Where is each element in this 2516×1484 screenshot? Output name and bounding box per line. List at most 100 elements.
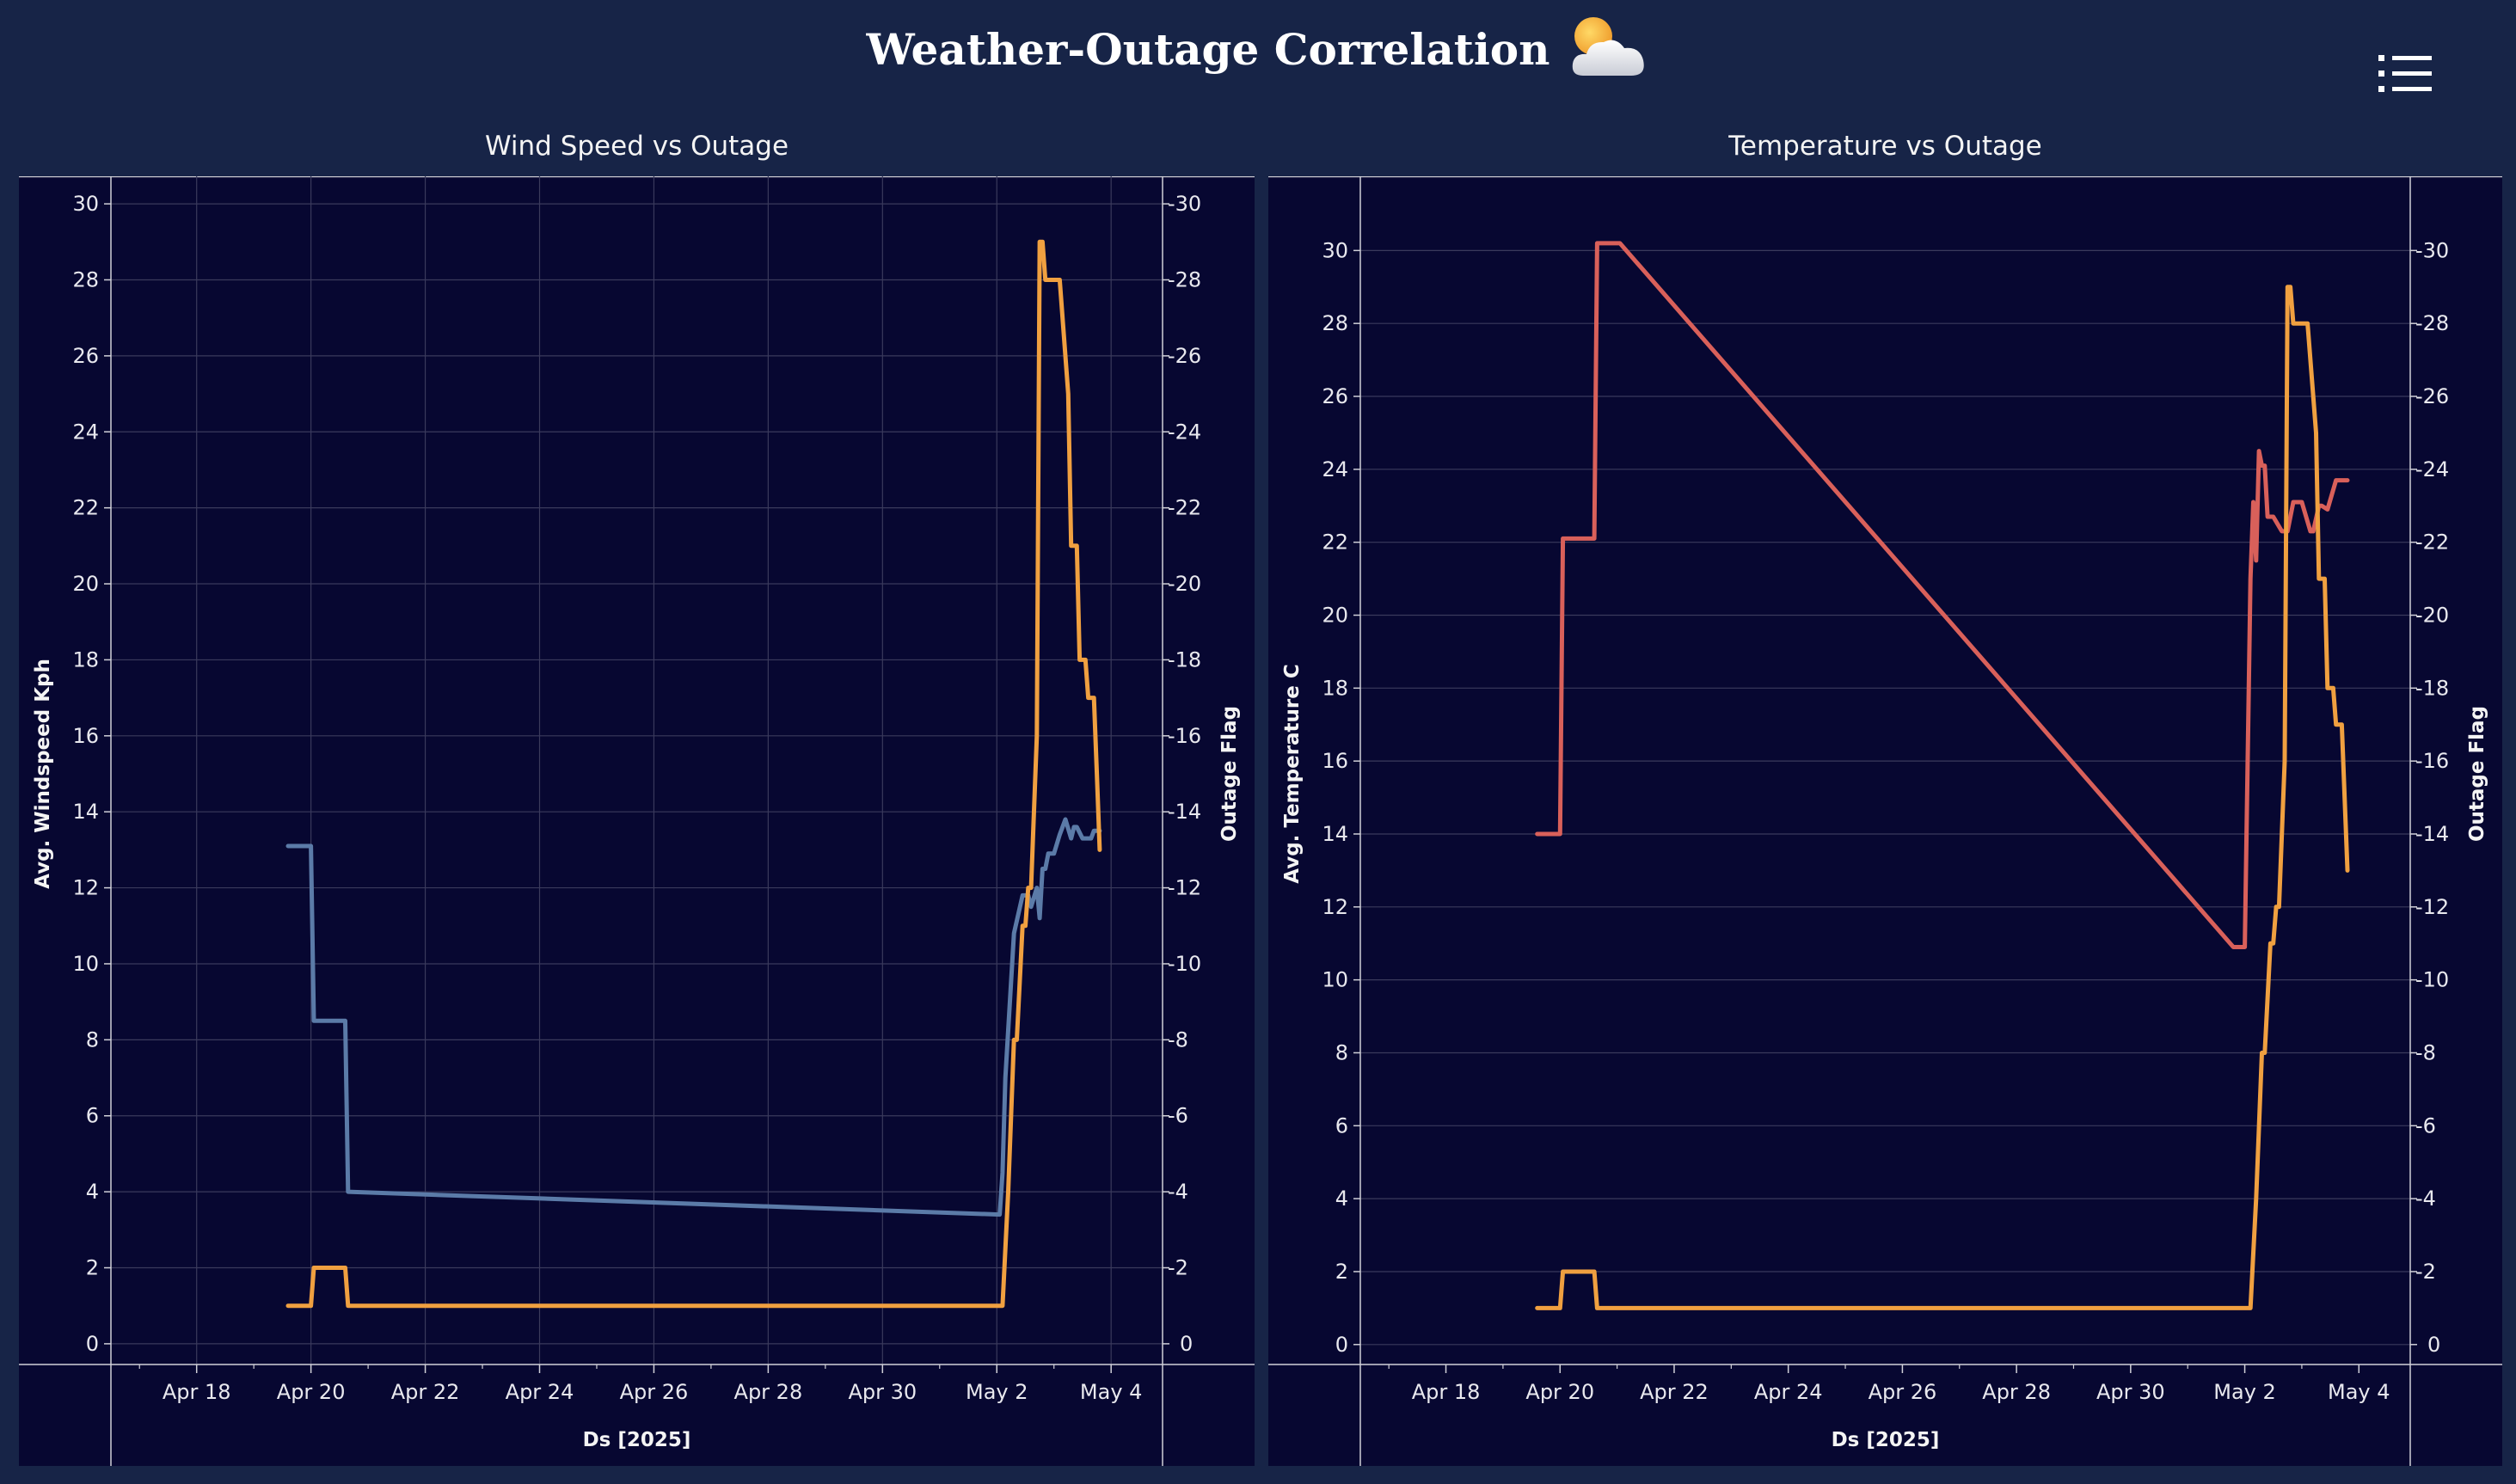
wind-x-tick-label: Apr 18 [163, 1380, 231, 1404]
temperature-panel: Temperature vs Outage 0 2 4 6 8 10 12 14 16 18 20 2… [1268, 125, 2502, 1475]
temperature-left-axis-title: Avg. Temperature C [1281, 664, 1304, 884]
temperature-right-tick-label: -24 [2415, 457, 2449, 481]
temperature-left-tick-label: 20 [1322, 603, 1348, 627]
wind-left-tick-label: 20 [72, 572, 99, 596]
wind-left-tick-label: 8 [86, 1027, 99, 1052]
wind-series-windspeed-line [285, 817, 1102, 1217]
wind-right-tick-label: -4 [1168, 1180, 1188, 1204]
wind-right-tick-label: -18 [1168, 647, 1201, 671]
wind-x-tick-label: Apr 22 [391, 1380, 460, 1404]
temperature-left-tick-label: 22 [1322, 530, 1348, 555]
temperature-left-tick-label: 10 [1322, 968, 1348, 992]
wind-right-tick-label: -14 [1168, 800, 1201, 824]
wind-right-tick-label: -10 [1168, 952, 1201, 976]
page-title-text: Weather-Outage Correlation [866, 24, 1550, 75]
wind-left-tick-label: 6 [86, 1104, 99, 1128]
temperature-x-tick-label: Apr 20 [1525, 1380, 1594, 1404]
page-title: Weather-Outage Correlation [0, 17, 2516, 88]
temperature-x-tick-label: May 4 [2328, 1380, 2390, 1404]
temperature-right-tick-label: -30 [2415, 238, 2449, 262]
temperature-x-tick-label: Apr 26 [1869, 1380, 1937, 1404]
temperature-chart-title: Temperature vs Outage [1728, 131, 2042, 162]
temperature-left-tick-label: 16 [1322, 749, 1348, 773]
temperature-right-tick-label: -14 [2415, 822, 2449, 846]
wind-x-tick-label: Apr 30 [848, 1380, 917, 1404]
wind-left-tick-label: 12 [72, 876, 99, 900]
temperature-left-tick-label: 8 [1335, 1040, 1348, 1064]
temperature-left-tick-label: 4 [1335, 1187, 1348, 1211]
wind-right-tick-label: -2 [1168, 1256, 1188, 1280]
wind-left-axis-title: Avg. Windspeed Kph [32, 659, 54, 889]
wind-x-axis-title: Ds [2025] [583, 1429, 691, 1451]
temperature-x-tick-label: Apr 30 [2096, 1380, 2165, 1404]
temperature-x-tick-label: Apr 22 [1640, 1380, 1709, 1404]
temperature-series-outage-flag-line [1535, 285, 2350, 1310]
wind-left-tick-label: 24 [72, 420, 99, 444]
wind-plot-background [19, 176, 1255, 1466]
wind-chart-title: Wind Speed vs Outage [484, 131, 789, 162]
wind-right-tick-label: -8 [1168, 1027, 1188, 1052]
temperature-x-tick-label: May 2 [2213, 1380, 2276, 1404]
wind-left-tick-label: 14 [72, 800, 99, 824]
wind-series-outage-flag-line [285, 239, 1102, 1309]
wind-left-tick-label: 16 [72, 724, 99, 748]
temperature-right-tick-label: -16 [2415, 749, 2449, 773]
wind-right-tick-label: 0 [1180, 1332, 1193, 1356]
temperature-right-tick-label: -10 [2415, 968, 2449, 992]
list-icon [2378, 55, 2432, 92]
wind-right-axis-title: Outage Flag [1218, 706, 1241, 842]
menu-list-button[interactable] [2375, 50, 2437, 98]
wind-right-tick-label: -12 [1168, 876, 1201, 900]
wind-left-tick-label: 0 [86, 1332, 99, 1356]
temperature-x-tick-label: Apr 28 [1982, 1380, 2051, 1404]
temperature-x-axis-title: Ds [2025] [1832, 1429, 1940, 1451]
temperature-left-tick-label: 26 [1322, 384, 1348, 408]
dashboard-header: Weather-Outage Correlation [0, 0, 2516, 112]
temperature-left-tick-label: 24 [1322, 457, 1348, 481]
wind-right-tick-label: -20 [1168, 572, 1201, 596]
wind-x-tick-label: Apr 24 [506, 1380, 574, 1404]
temperature-right-tick-label: -18 [2415, 676, 2449, 700]
temperature-right-tick-label: -22 [2415, 530, 2449, 555]
temperature-left-tick-label: 6 [1335, 1113, 1348, 1138]
wind-right-tick-label: -6 [1168, 1104, 1188, 1128]
temperature-right-tick-label: -8 [2415, 1040, 2436, 1064]
temperature-left-tick-label: 2 [1335, 1260, 1348, 1284]
temperature-right-tick-label: 0 [2427, 1333, 2440, 1357]
wind-left-tick-label: 28 [72, 267, 99, 291]
wind-x-tick-label: May 2 [966, 1380, 1028, 1404]
temperature-right-tick-label: -2 [2415, 1260, 2436, 1284]
wind-right-tick-label: -30 [1168, 192, 1201, 216]
wind-chart: 0246810121416182022242628300-2-4-6-8-10-… [19, 176, 1255, 1466]
wind-right-tick-label: -24 [1168, 420, 1201, 444]
temperature-x-tick-label: Apr 18 [1412, 1380, 1481, 1404]
temperature-right-tick-label: -6 [2415, 1113, 2436, 1138]
temperature-x-tick-label: Apr 24 [1754, 1380, 1823, 1404]
temperature-plot-background [1268, 176, 2502, 1466]
temperature-right-tick-label: -12 [2415, 895, 2449, 919]
wind-left-tick-label: 22 [72, 496, 99, 520]
wind-left-tick-label: 2 [86, 1256, 99, 1280]
temperature-right-tick-label: -28 [2415, 311, 2449, 335]
temperature-right-axis-title: Outage Flag [2466, 706, 2488, 842]
sun-behind-cloud-icon [1568, 14, 1650, 83]
temperature-left-tick-label: 0 [1335, 1333, 1348, 1357]
temperature-left-tick-label: 30 [1322, 238, 1348, 262]
temperature-left-tick-label: 14 [1322, 822, 1348, 846]
temperature-left-tick-label: 12 [1322, 895, 1348, 919]
wind-left-tick-label: 30 [72, 192, 99, 216]
wind-right-tick-label: -22 [1168, 496, 1201, 520]
wind-x-tick-label: Apr 26 [620, 1380, 689, 1404]
wind-left-tick-label: 18 [72, 647, 99, 671]
wind-right-tick-label: -28 [1168, 267, 1201, 291]
temperature-chart: 0246810121416182022242628300-2-4-6-8-10-… [1268, 176, 2502, 1466]
temperature-left-tick-label: 28 [1322, 311, 1348, 335]
wind-left-tick-label: 4 [86, 1180, 99, 1204]
wind-left-tick-label: 10 [72, 952, 99, 976]
temperature-right-tick-label: -20 [2415, 603, 2449, 627]
wind-right-tick-label: -16 [1168, 724, 1201, 748]
wind-right-tick-label: -26 [1168, 344, 1201, 368]
wind-x-tick-label: Apr 28 [734, 1380, 803, 1404]
wind-x-tick-label: May 4 [1080, 1380, 1143, 1404]
temperature-right-tick-label: -26 [2415, 384, 2449, 408]
